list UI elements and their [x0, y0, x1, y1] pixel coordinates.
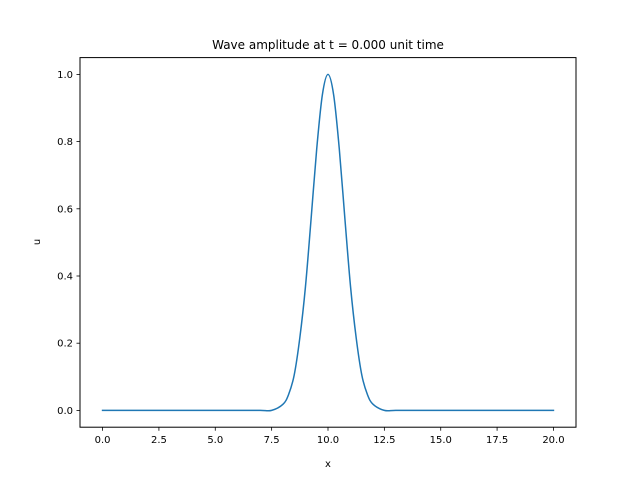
plot-area	[101, 73, 555, 412]
x-tick-label: 10.0	[317, 435, 339, 446]
x-tick-label: 0.0	[95, 435, 111, 446]
x-tick-label: 12.5	[373, 435, 395, 446]
series-line	[101, 73, 555, 412]
x-axis-label: x	[325, 459, 331, 470]
axis-ticks: 0.0 2.5 5.0 7.5 10.0 12.5 15.0 17.5 20.0 0.0 0.2 0.…	[57, 70, 564, 446]
x-tick-label: 7.5	[264, 435, 280, 446]
y-tick-label: 0.4	[57, 272, 73, 283]
x-tick-label: 20.0	[542, 435, 564, 446]
y-tick-label: 0.6	[57, 204, 73, 215]
y-tick-label: 1.0	[57, 70, 73, 81]
x-tick-label: 17.5	[486, 435, 508, 446]
x-tick-label: 2.5	[151, 435, 167, 446]
y-tick-label: 0.8	[57, 137, 73, 148]
axes-frame	[79, 57, 577, 428]
y-axis-label: u	[32, 239, 43, 245]
chart-title: Wave amplitude at t = 0.000 unit time	[212, 38, 444, 52]
x-tick-label: 15.0	[430, 435, 452, 446]
y-tick-label: 0.0	[57, 406, 73, 417]
x-tick-label: 5.0	[207, 435, 223, 446]
y-tick-label: 0.2	[57, 339, 73, 350]
